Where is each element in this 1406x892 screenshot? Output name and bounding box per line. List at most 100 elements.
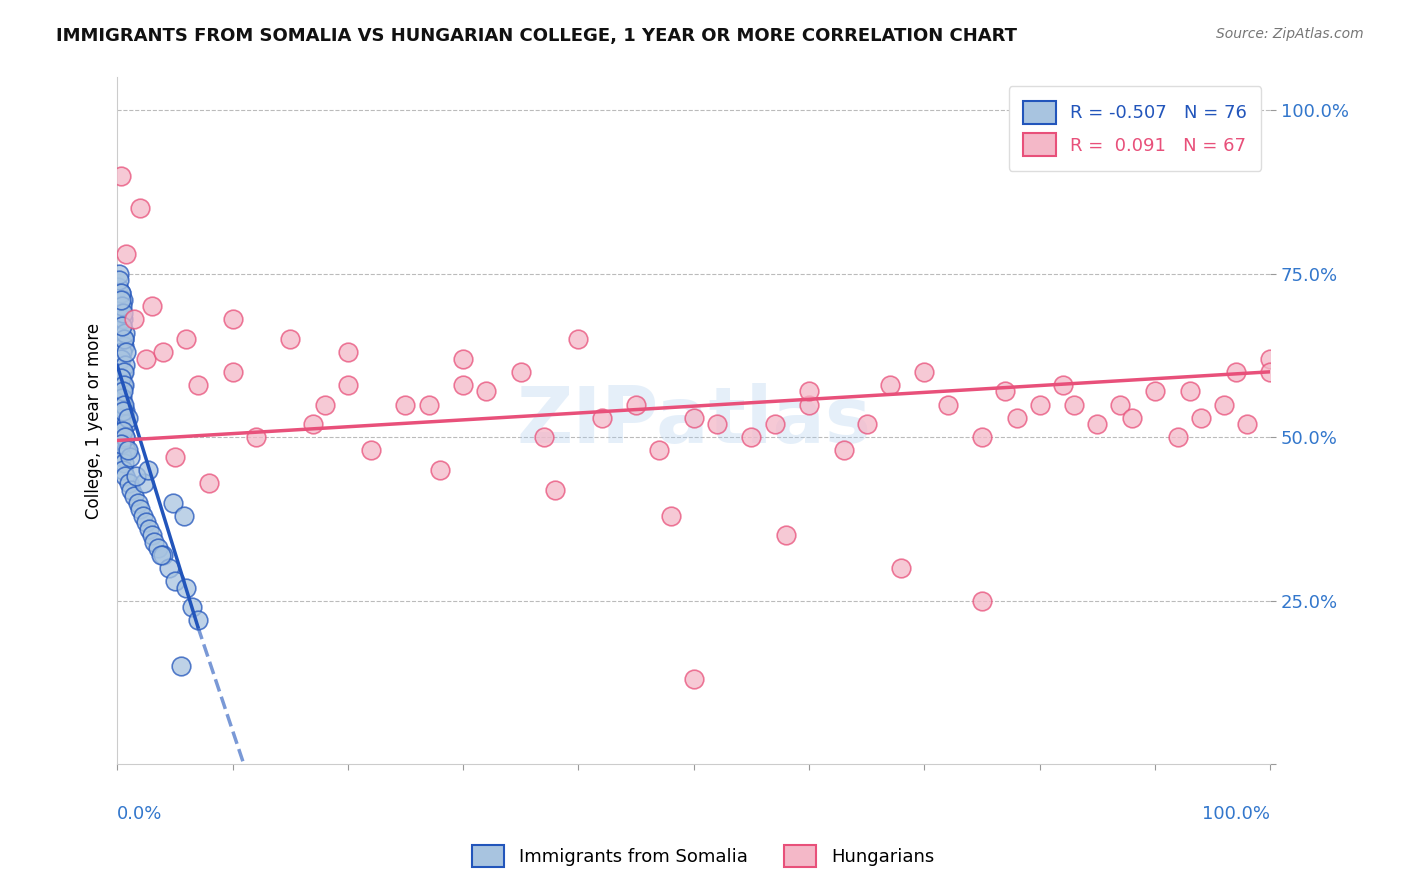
Point bbox=[110, 351, 132, 366]
Point bbox=[1260, 351, 1282, 366]
Point bbox=[114, 430, 136, 444]
Point bbox=[451, 351, 474, 366]
Point bbox=[797, 384, 820, 399]
Point bbox=[198, 475, 221, 490]
Point bbox=[127, 495, 149, 509]
Point bbox=[110, 286, 132, 301]
Point bbox=[115, 247, 138, 261]
Point bbox=[135, 515, 157, 529]
Point bbox=[451, 377, 474, 392]
Point bbox=[111, 391, 134, 405]
Point bbox=[115, 443, 138, 458]
Point bbox=[111, 312, 134, 326]
Point bbox=[111, 318, 134, 333]
Point bbox=[157, 561, 180, 575]
Point bbox=[112, 377, 135, 392]
Point bbox=[1167, 430, 1189, 444]
Point bbox=[544, 483, 567, 497]
Point bbox=[150, 548, 173, 562]
Point bbox=[112, 456, 135, 470]
Point bbox=[111, 404, 134, 418]
Y-axis label: College, 1 year or more: College, 1 year or more bbox=[86, 323, 103, 519]
Point bbox=[111, 299, 134, 313]
Point bbox=[129, 502, 152, 516]
Point bbox=[1225, 365, 1247, 379]
Point bbox=[169, 659, 191, 673]
Point bbox=[1189, 410, 1212, 425]
Point bbox=[912, 365, 935, 379]
Point bbox=[131, 508, 153, 523]
Point bbox=[120, 483, 142, 497]
Point bbox=[1029, 397, 1052, 411]
Point bbox=[187, 613, 209, 627]
Point bbox=[110, 286, 132, 301]
Legend: R = -0.507   N = 76, R =  0.091   N = 67: R = -0.507 N = 76, R = 0.091 N = 67 bbox=[1008, 87, 1261, 170]
Point bbox=[1052, 377, 1074, 392]
Point bbox=[107, 279, 129, 293]
Point bbox=[855, 417, 877, 431]
Text: IMMIGRANTS FROM SOMALIA VS HUNGARIAN COLLEGE, 1 YEAR OR MORE CORRELATION CHART: IMMIGRANTS FROM SOMALIA VS HUNGARIAN COL… bbox=[56, 27, 1017, 45]
Point bbox=[111, 463, 134, 477]
Point bbox=[1178, 384, 1201, 399]
Point bbox=[124, 469, 146, 483]
Point bbox=[111, 318, 134, 333]
Point bbox=[129, 201, 152, 215]
Point bbox=[111, 424, 134, 438]
Text: 0.0%: 0.0% bbox=[117, 805, 163, 823]
Point bbox=[115, 417, 138, 431]
Point bbox=[111, 397, 134, 411]
Point bbox=[110, 306, 132, 320]
Point bbox=[112, 332, 135, 346]
Point bbox=[136, 463, 159, 477]
Point bbox=[1109, 397, 1132, 411]
Point bbox=[278, 332, 301, 346]
Point bbox=[111, 384, 134, 399]
Point bbox=[108, 391, 131, 405]
Point bbox=[682, 410, 704, 425]
Point bbox=[763, 417, 786, 431]
Point bbox=[176, 581, 198, 595]
Point bbox=[336, 377, 359, 392]
Legend: Immigrants from Somalia, Hungarians: Immigrants from Somalia, Hungarians bbox=[465, 838, 941, 874]
Point bbox=[740, 430, 762, 444]
Point bbox=[108, 299, 131, 313]
Point bbox=[994, 384, 1017, 399]
Point bbox=[1121, 410, 1143, 425]
Text: ZIPatlas: ZIPatlas bbox=[516, 383, 872, 458]
Point bbox=[533, 430, 555, 444]
Point bbox=[706, 417, 728, 431]
Point bbox=[1236, 417, 1258, 431]
Point bbox=[567, 332, 589, 346]
Point bbox=[110, 169, 132, 183]
Point bbox=[797, 397, 820, 411]
Point bbox=[314, 397, 336, 411]
Point bbox=[152, 548, 174, 562]
Point bbox=[112, 436, 135, 450]
Text: 100.0%: 100.0% bbox=[1202, 805, 1271, 823]
Point bbox=[936, 397, 959, 411]
Point bbox=[114, 326, 136, 340]
Point bbox=[111, 424, 134, 438]
Point bbox=[111, 365, 134, 379]
Point bbox=[112, 397, 135, 411]
Point bbox=[394, 397, 416, 411]
Text: Source: ZipAtlas.com: Source: ZipAtlas.com bbox=[1216, 27, 1364, 41]
Point bbox=[111, 384, 134, 399]
Point bbox=[972, 593, 994, 607]
Point bbox=[118, 450, 141, 464]
Point bbox=[132, 475, 155, 490]
Point bbox=[108, 267, 131, 281]
Point bbox=[152, 345, 174, 359]
Point bbox=[110, 293, 132, 307]
Point bbox=[124, 489, 146, 503]
Point bbox=[972, 430, 994, 444]
Point bbox=[648, 443, 671, 458]
Point bbox=[108, 273, 131, 287]
Point bbox=[187, 377, 209, 392]
Point bbox=[112, 338, 135, 352]
Point bbox=[114, 430, 136, 444]
Point bbox=[429, 463, 451, 477]
Point bbox=[475, 384, 498, 399]
Point bbox=[115, 345, 138, 359]
Point bbox=[114, 469, 136, 483]
